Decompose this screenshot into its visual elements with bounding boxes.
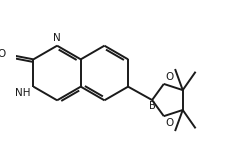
Text: B: B	[148, 101, 155, 111]
Text: N: N	[53, 33, 61, 43]
Text: O: O	[164, 72, 173, 82]
Text: O: O	[164, 118, 173, 128]
Text: O: O	[0, 49, 5, 59]
Text: NH: NH	[15, 88, 30, 98]
